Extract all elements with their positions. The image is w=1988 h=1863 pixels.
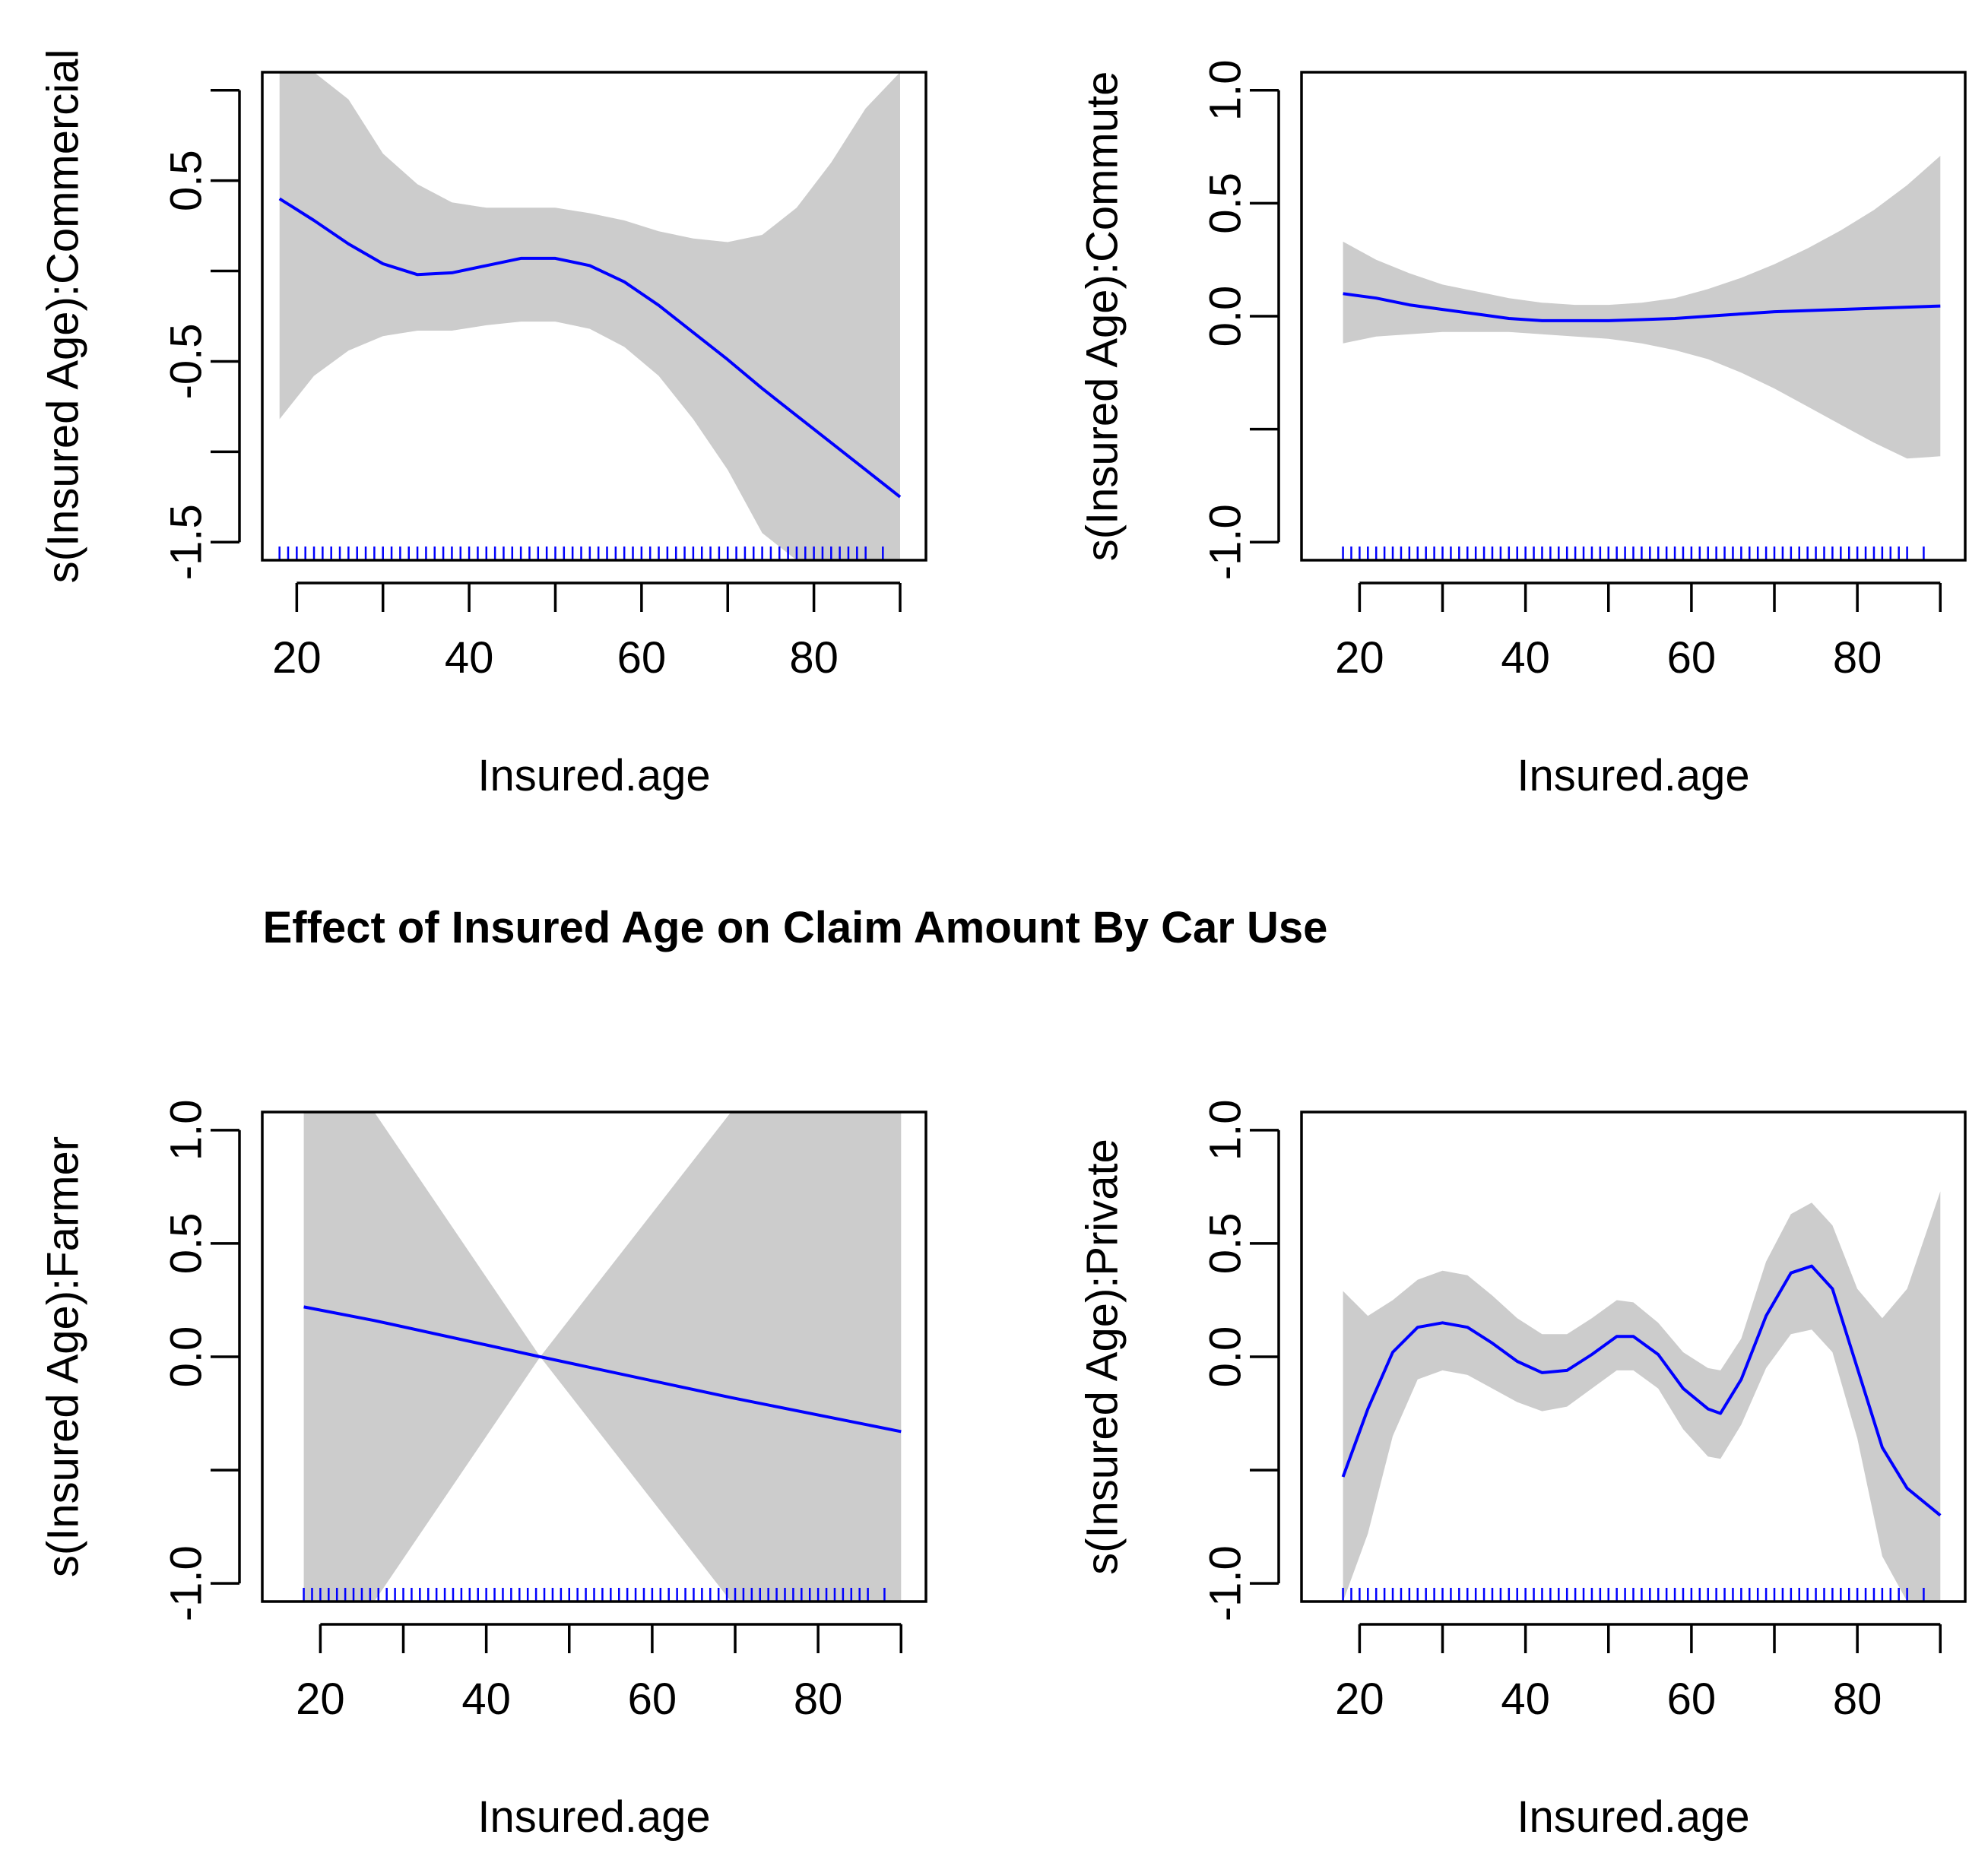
y-tick-label: -1.0 — [1201, 504, 1251, 580]
x-tick-label: 40 — [1501, 633, 1550, 683]
x-axis-title: Insured.age — [477, 751, 710, 800]
y-tick-label: 0.0 — [162, 1326, 211, 1388]
confidence-band — [1343, 1191, 1941, 1602]
confidence-band — [303, 1112, 902, 1602]
x-tick-label: 20 — [1335, 1674, 1384, 1724]
x-tick-label: 80 — [789, 633, 839, 683]
y-tick-label: 0.5 — [162, 150, 211, 211]
x-axis-title: Insured.age — [1517, 751, 1749, 800]
x-axis-title: Insured.age — [1517, 1792, 1749, 1842]
y-tick-label: 0.5 — [1201, 173, 1251, 234]
panel-commute: 20 40 60 80 -1.0 0.0 0.5 1.0 Insured.age s(Insure… — [1078, 59, 1967, 800]
y-axis-title: s(Insured Age):Farmer — [39, 1136, 88, 1577]
y-tick-label: 1.0 — [1201, 1100, 1251, 1161]
y-tick-label: -1.5 — [162, 504, 211, 580]
y-tick-label: 0.5 — [1201, 1213, 1251, 1275]
x-tick-label: 60 — [617, 633, 667, 683]
x-tick-label: 60 — [628, 1674, 677, 1724]
fitted-line — [278, 197, 902, 499]
fitted-line — [303, 1305, 902, 1434]
panel-commercial: 20 40 60 80 -1.5 -0.5 0.5 Insured.age s(Insured … — [39, 49, 927, 800]
x-tick-label: 20 — [1335, 633, 1384, 683]
x-tick-label: 40 — [461, 1674, 511, 1724]
x-tick-label: 80 — [1833, 1674, 1882, 1724]
y-tick-label: 0.0 — [1201, 1326, 1251, 1388]
x-tick-label: 80 — [1833, 633, 1882, 683]
x-tick-label: 60 — [1667, 1674, 1717, 1724]
plot-frame — [1300, 1111, 1967, 1603]
x-axis-title: Insured.age — [477, 1792, 710, 1842]
y-axis-title: s(Insured Age):Commute — [1078, 71, 1127, 562]
plot-frame — [1300, 71, 1967, 562]
x-tick-label: 20 — [296, 1674, 345, 1724]
y-tick-label: 0.5 — [162, 1213, 211, 1275]
fitted-line — [1341, 1264, 1942, 1517]
y-tick-label: 0.0 — [1201, 286, 1251, 347]
y-tick-label: -0.5 — [162, 323, 211, 399]
plot-frame — [261, 1111, 927, 1603]
panel-farmer: 20 40 60 80 -1.0 0.0 0.5 1.0 Insured.age s(Insure… — [39, 1100, 927, 1842]
y-tick-label: -1.0 — [1201, 1545, 1251, 1621]
y-axis-title: s(Insured Age):Commercial — [39, 49, 88, 584]
plot-frame — [261, 71, 927, 562]
x-tick-label: 40 — [445, 633, 494, 683]
panel-private: 20 40 60 80 -1.0 0.0 0.5 1.0 Insured.age s(Insure… — [1078, 1100, 1967, 1842]
y-tick-label: 1.0 — [162, 1100, 211, 1161]
y-axis-title: s(Insured Age):Private — [1078, 1139, 1127, 1575]
x-tick-label: 40 — [1501, 1674, 1550, 1724]
confidence-band — [279, 72, 900, 560]
x-tick-label: 20 — [272, 633, 322, 683]
y-tick-label: 1.0 — [1201, 59, 1251, 121]
x-tick-label: 80 — [794, 1674, 843, 1724]
fitted-line — [1343, 292, 1941, 322]
y-tick-label: -1.0 — [162, 1545, 211, 1621]
main-title: Effect of Insured Age on Claim Amount By… — [263, 903, 1328, 952]
x-tick-label: 60 — [1667, 633, 1717, 683]
confidence-band — [1343, 156, 1941, 459]
